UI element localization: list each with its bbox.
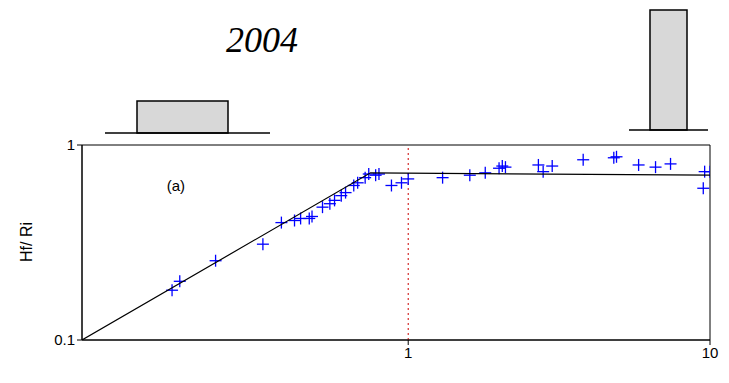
svg-text:Hf/ Ri: Hf/ Ri	[18, 222, 35, 262]
svg-text:2004: 2004	[226, 20, 298, 60]
svg-text:0.1: 0.1	[54, 331, 75, 348]
svg-text:1: 1	[67, 136, 75, 153]
svg-text:1: 1	[404, 344, 412, 361]
svg-text:10: 10	[702, 344, 719, 361]
svg-text:(a): (a)	[167, 177, 185, 194]
